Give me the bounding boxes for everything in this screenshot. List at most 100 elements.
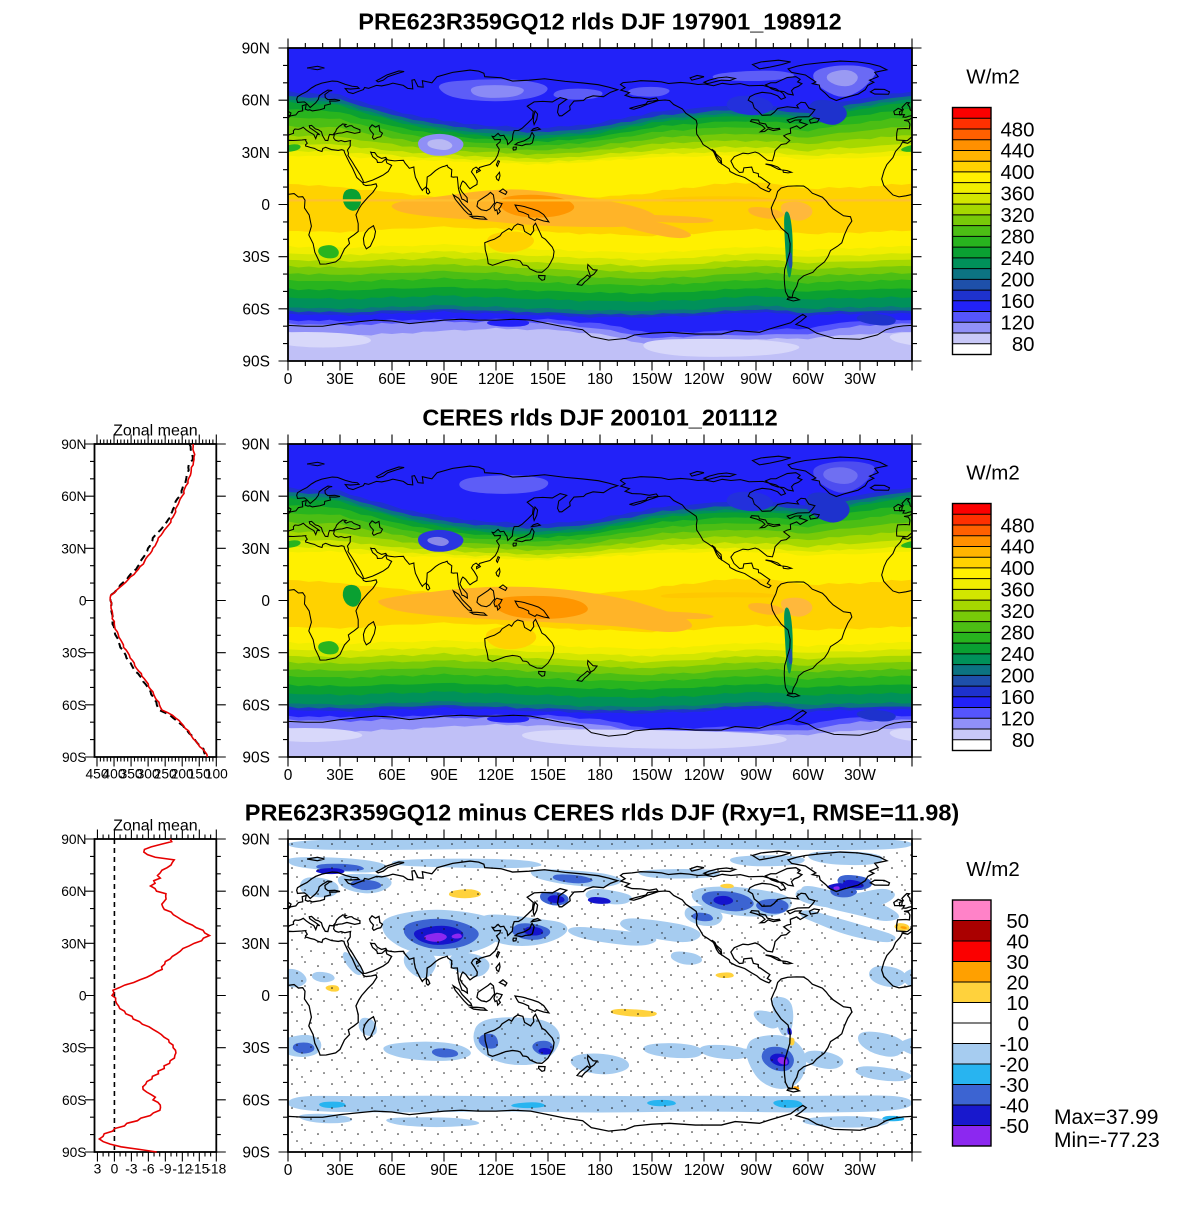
svg-text:300: 300 [137, 767, 160, 782]
svg-text:80: 80 [1012, 334, 1035, 356]
svg-text:120: 120 [1000, 709, 1034, 731]
svg-text:30W: 30W [844, 1162, 876, 1179]
svg-text:90W: 90W [740, 371, 772, 388]
svg-text:60N: 60N [61, 884, 86, 899]
svg-text:90S: 90S [242, 1145, 270, 1162]
svg-text:60S: 60S [242, 1092, 270, 1109]
svg-text:120: 120 [1000, 313, 1034, 335]
svg-text:320: 320 [1000, 601, 1034, 623]
svg-text:480: 480 [1000, 119, 1034, 141]
svg-text:PRE623R359GQ12 minus CERES rld: PRE623R359GQ12 minus CERES rlds DJF (Rxy… [245, 800, 959, 826]
svg-text:-6: -6 [142, 1162, 155, 1177]
svg-text:120W: 120W [684, 1162, 725, 1179]
svg-text:Max=37.99: Max=37.99 [1054, 1106, 1159, 1129]
svg-text:0: 0 [79, 594, 87, 609]
svg-text:180: 180 [587, 1162, 613, 1179]
svg-text:0: 0 [79, 989, 87, 1004]
svg-text:30N: 30N [242, 145, 270, 162]
svg-text:250: 250 [154, 767, 177, 782]
svg-text:0: 0 [284, 767, 293, 784]
svg-text:CERES rlds DJF 200101_201112: CERES rlds DJF 200101_201112 [422, 405, 777, 431]
svg-text:30S: 30S [242, 249, 270, 266]
svg-text:440: 440 [1000, 537, 1034, 559]
svg-text:Zonal mean: Zonal mean [113, 818, 198, 835]
svg-text:280: 280 [1000, 623, 1034, 645]
svg-text:90S: 90S [242, 750, 270, 767]
svg-text:W/m2: W/m2 [966, 858, 1020, 881]
svg-text:0: 0 [1018, 1013, 1029, 1035]
svg-text:400: 400 [103, 767, 126, 782]
svg-text:10: 10 [1006, 993, 1029, 1015]
svg-text:Zonal mean: Zonal mean [113, 423, 198, 440]
svg-text:60W: 60W [792, 371, 824, 388]
svg-text:30E: 30E [326, 1162, 354, 1179]
svg-text:-18: -18 [206, 1162, 226, 1177]
svg-text:120E: 120E [478, 371, 514, 388]
svg-text:360: 360 [1000, 184, 1034, 206]
svg-text:0: 0 [261, 593, 270, 610]
svg-text:-15: -15 [189, 1162, 209, 1177]
svg-text:30E: 30E [326, 767, 354, 784]
svg-text:320: 320 [1000, 205, 1034, 227]
svg-text:30N: 30N [242, 936, 270, 953]
svg-text:80: 80 [1012, 730, 1035, 752]
svg-text:150W: 150W [632, 1162, 673, 1179]
svg-text:60N: 60N [242, 884, 270, 901]
svg-text:-10: -10 [1000, 1034, 1029, 1056]
svg-text:30N: 30N [242, 541, 270, 558]
svg-text:90E: 90E [430, 1162, 458, 1179]
svg-text:150E: 150E [530, 1162, 566, 1179]
svg-text:60S: 60S [242, 301, 270, 318]
svg-text:350: 350 [120, 767, 143, 782]
svg-text:60W: 60W [792, 767, 824, 784]
svg-text:240: 240 [1000, 248, 1034, 270]
svg-text:120W: 120W [684, 371, 725, 388]
svg-text:400: 400 [1000, 558, 1034, 580]
svg-text:480: 480 [1000, 515, 1034, 537]
svg-text:90E: 90E [430, 371, 458, 388]
svg-text:90W: 90W [740, 1162, 772, 1179]
svg-text:60S: 60S [62, 698, 87, 713]
svg-text:90S: 90S [62, 1145, 87, 1160]
svg-text:120E: 120E [478, 1162, 514, 1179]
svg-text:60N: 60N [242, 93, 270, 110]
svg-text:3: 3 [94, 1162, 102, 1177]
svg-text:0: 0 [111, 1162, 119, 1177]
svg-text:120W: 120W [684, 767, 725, 784]
svg-text:90S: 90S [242, 354, 270, 371]
svg-text:90N: 90N [61, 832, 86, 847]
svg-text:W/m2: W/m2 [966, 462, 1020, 485]
svg-text:150W: 150W [632, 767, 673, 784]
svg-text:30S: 30S [242, 1040, 270, 1057]
svg-text:-20: -20 [1000, 1054, 1029, 1076]
svg-text:150: 150 [188, 767, 211, 782]
svg-text:30E: 30E [326, 371, 354, 388]
svg-text:-40: -40 [1000, 1095, 1029, 1117]
svg-text:360: 360 [1000, 580, 1034, 602]
svg-text:30W: 30W [844, 767, 876, 784]
svg-text:W/m2: W/m2 [966, 66, 1020, 89]
svg-text:60S: 60S [242, 697, 270, 714]
svg-text:160: 160 [1000, 687, 1034, 709]
svg-text:180: 180 [587, 371, 613, 388]
svg-text:0: 0 [261, 197, 270, 214]
svg-text:30N: 30N [61, 541, 86, 556]
svg-text:20: 20 [1006, 972, 1029, 994]
svg-text:280: 280 [1000, 227, 1034, 249]
svg-text:60N: 60N [242, 489, 270, 506]
svg-text:180: 180 [587, 767, 613, 784]
svg-text:150E: 150E [530, 767, 566, 784]
svg-text:30S: 30S [242, 645, 270, 662]
svg-text:PRE623R359GQ12 rlds DJF 197901: PRE623R359GQ12 rlds DJF 197901_198912 [358, 9, 841, 35]
svg-text:0: 0 [261, 988, 270, 1005]
svg-text:60E: 60E [378, 1162, 406, 1179]
svg-text:90N: 90N [242, 41, 270, 58]
svg-text:30: 30 [1006, 952, 1029, 974]
svg-text:0: 0 [284, 371, 293, 388]
svg-text:100: 100 [205, 767, 228, 782]
svg-text:160: 160 [1000, 291, 1034, 313]
svg-text:30S: 30S [62, 1041, 87, 1056]
svg-text:-50: -50 [1000, 1116, 1029, 1138]
svg-text:90N: 90N [242, 437, 270, 454]
svg-text:90E: 90E [430, 767, 458, 784]
